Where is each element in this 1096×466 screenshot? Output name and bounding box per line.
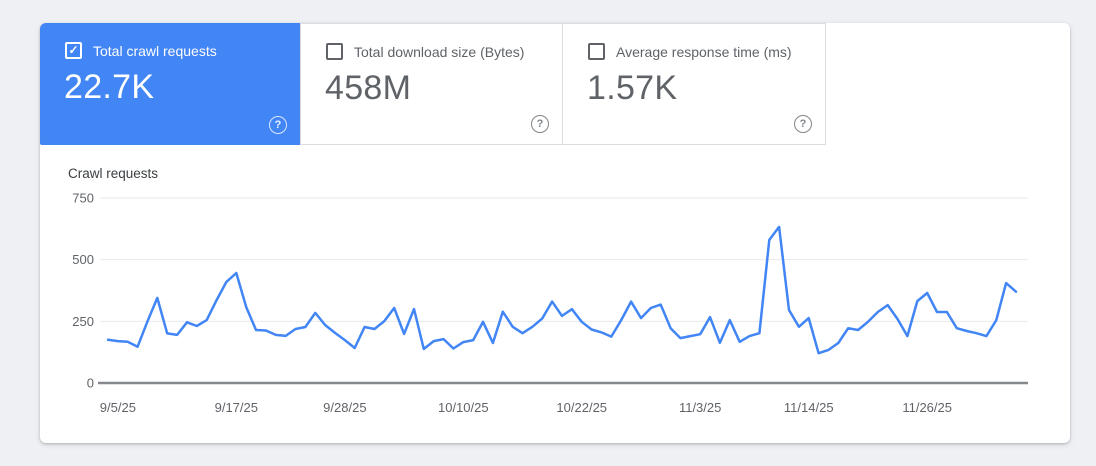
- y-tick-label: 750: [72, 191, 94, 206]
- metric-card-head: Average response time (ms): [588, 43, 825, 60]
- metric-card-total-crawl-requests[interactable]: ✓ Total crawl requests 22.7K ?: [40, 23, 300, 145]
- x-tick-label: 11/14/25: [784, 400, 834, 415]
- y-tick-label: 500: [72, 252, 94, 267]
- metric-card-head: ✓ Total crawl requests: [65, 42, 300, 59]
- x-tick-label: 9/28/25: [323, 400, 366, 415]
- x-tick-label: 10/22/25: [556, 400, 607, 415]
- checkbox-total-download-size[interactable]: [326, 43, 343, 60]
- metric-label: Average response time (ms): [616, 43, 792, 60]
- help-icon[interactable]: ?: [794, 115, 812, 133]
- x-tick-label: 9/17/25: [215, 400, 258, 415]
- chart-title: Crawl requests: [68, 166, 159, 181]
- metric-label: Total download size (Bytes): [354, 43, 525, 60]
- x-tick-label: 11/26/25: [902, 400, 952, 415]
- checkbox-total-crawl-requests[interactable]: ✓: [65, 42, 82, 59]
- metric-label: Total crawl requests: [93, 42, 217, 59]
- crawl-requests-line-chart: 0 250 500 750 9/5/25 9/17/25 9/28/25 10/10/25 10…: [72, 191, 1028, 415]
- crawl-stats-panel: ✓ Total crawl requests 22.7K ? Total dow…: [40, 23, 1070, 443]
- y-tick-label: 250: [72, 314, 94, 329]
- checkbox-average-response-time[interactable]: [588, 43, 605, 60]
- help-icon[interactable]: ?: [269, 116, 287, 134]
- metric-value: 458M: [325, 69, 412, 107]
- metric-card-average-response-time[interactable]: Average response time (ms) 1.57K ?: [563, 23, 826, 145]
- x-tick-label: 9/5/25: [100, 400, 136, 415]
- metric-card-total-download-size[interactable]: Total download size (Bytes) 458M ?: [300, 23, 563, 145]
- metric-value: 1.57K: [587, 69, 678, 107]
- metric-card-head: Total download size (Bytes): [326, 43, 562, 60]
- x-tick-label: 11/3/25: [679, 400, 721, 415]
- x-tick-label: 10/10/25: [438, 400, 489, 415]
- help-icon[interactable]: ?: [531, 115, 549, 133]
- metric-cards-row: ✓ Total crawl requests 22.7K ? Total dow…: [40, 23, 826, 145]
- line-series-crawl-requests: [106, 225, 1018, 355]
- y-tick-label: 0: [87, 376, 94, 391]
- metric-value: 22.7K: [64, 68, 155, 106]
